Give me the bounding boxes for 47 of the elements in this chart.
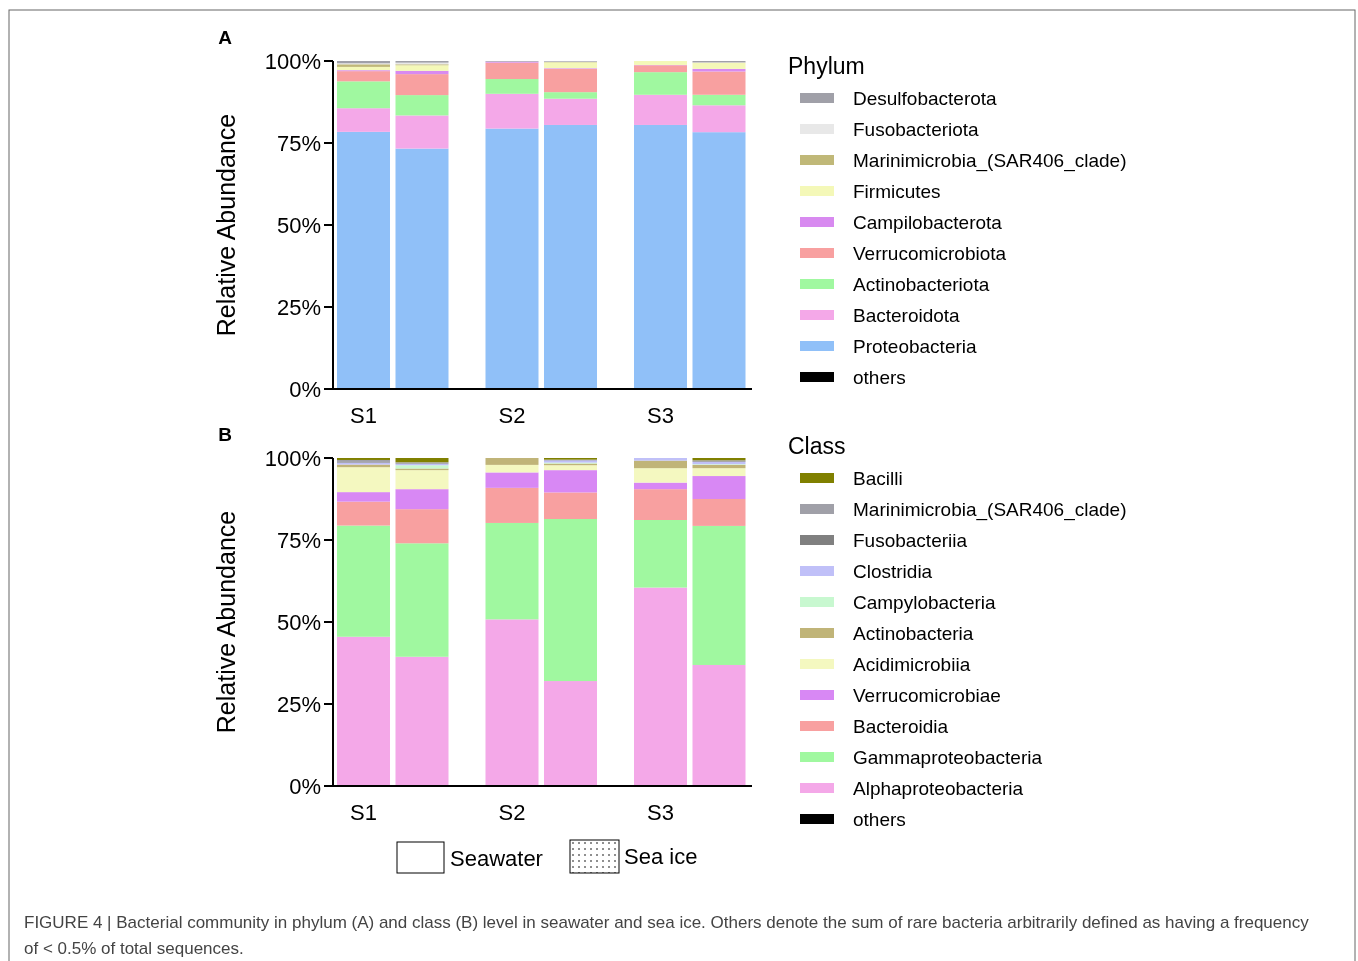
legend-label: Bacteroidota (853, 304, 961, 326)
y-tick-label: 100% (264, 48, 321, 74)
x-tick-label: S2 (498, 403, 526, 428)
legend-label: Alphaproteobacteria (853, 777, 1024, 799)
y-tick-label: 75% (276, 130, 321, 156)
legend-label: Verrucomicrobiae (853, 684, 1001, 706)
y-tick-label: 75% (276, 527, 321, 553)
x-tick-label: S3 (647, 800, 674, 825)
legend-label: Campilobacterota (853, 211, 1003, 233)
x-tick-label: S1 (350, 403, 377, 428)
legend-title: Class (788, 433, 846, 459)
legend-label: Acidimicrobiia (853, 653, 971, 675)
legend-label: Marinimicrobia_(SAR406_clade) (853, 149, 1127, 172)
legend-label: Desulfobacterota (853, 87, 998, 109)
chart-title: B (218, 424, 232, 445)
y-tick-label: 50% (276, 212, 321, 238)
y-axis-title: Relative Abundance (212, 113, 240, 337)
caption: FIGURE 4 | Bacterial community in phylum (A) and class (B) level in seawater and sea ice. Others denote the sum of rare bacteria arbitrarily defined as having a frequency of < 0.5% of total sequences. (24, 912, 1310, 960)
legend-label: Firmicutes (853, 180, 941, 202)
y-tick-label: 25% (276, 691, 321, 717)
x-tick-label: S1 (350, 800, 377, 825)
legend-label: Marinimicrobia_(SAR406_clade) (853, 498, 1127, 521)
y-tick-label: 100% (264, 445, 321, 471)
text: Sea ice (624, 843, 698, 869)
legend-label: Proteobacteria (853, 335, 978, 357)
legend-label: Actinobacteria (853, 622, 974, 644)
legend-label: Gammaproteobacteria (853, 746, 1043, 768)
x-tick-label: S3 (647, 403, 674, 428)
legend-label: Bacilli (853, 467, 903, 489)
legend-label: Actinobacteriota (853, 273, 990, 295)
legend-label: Bacteroidia (853, 715, 949, 737)
y-tick-label: 50% (276, 609, 321, 635)
y-tick-label: 0% (289, 376, 321, 402)
chart-title: A (218, 27, 233, 48)
legend-title: Phylum (788, 53, 865, 79)
legend-label: Clostridia (853, 560, 933, 582)
legend-label: Fusobacteriota (853, 118, 980, 140)
y-tick-label: 25% (276, 294, 321, 320)
legend-label: Verrucomicrobiota (853, 242, 1007, 264)
legend-label: Fusobacteriia (853, 529, 968, 551)
legend-label: others (853, 366, 906, 388)
text: Seawater (450, 845, 543, 871)
x-tick-label: S2 (498, 800, 526, 825)
y-axis-title: Relative Abundance (212, 510, 240, 734)
y-tick-label: 0% (289, 773, 321, 799)
legend-label: Campylobacteria (853, 591, 996, 613)
legend-label: others (853, 808, 906, 830)
